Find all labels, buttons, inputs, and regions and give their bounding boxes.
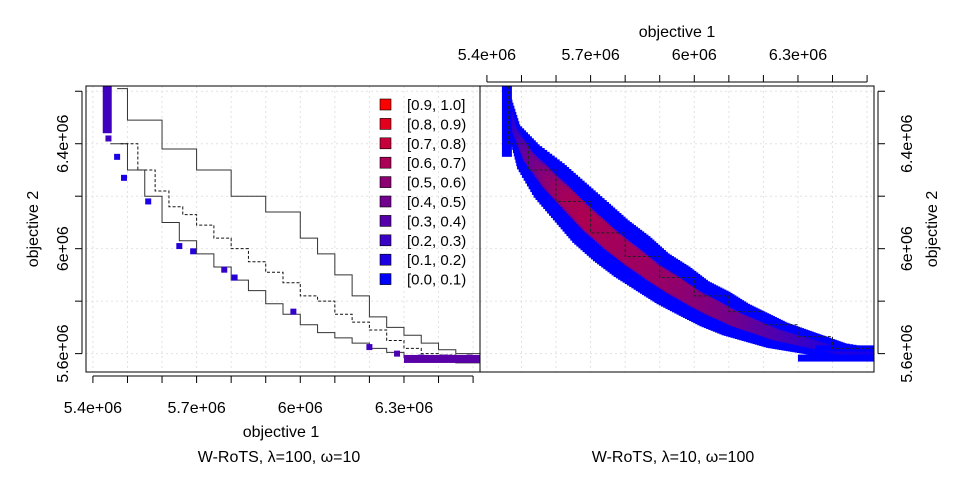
- attainment-point: [290, 308, 297, 315]
- x-tick-label: 6e+06: [278, 400, 323, 417]
- x-tick-label: 6.3e+06: [769, 47, 827, 64]
- density-cell-inner: [864, 351, 870, 357]
- legend: [0.9, 1.0] [0.8, 0.9) [0.7, 0.8) [0.6, 0.7)…: [379, 97, 466, 289]
- attainment-point: [105, 135, 112, 142]
- attainment-point: [176, 243, 183, 250]
- legend-swatch: [379, 176, 392, 188]
- panel-right: 5.4e+06 5.7e+06 6e+06 6.3e+06 objective 1 5.6…: [458, 24, 941, 466]
- panel-left: [0.9, 1.0] [0.8, 0.9) [0.7, 0.8) [0.6, 0.7)…: [25, 85, 481, 466]
- attainment-point: [114, 153, 121, 160]
- density-cell-inner: [850, 349, 857, 356]
- x-axis-title: objective 1: [243, 424, 320, 441]
- density-cell-inner: [510, 121, 516, 127]
- attainment-point: [221, 266, 228, 273]
- x-tick-label: 5.4e+06: [458, 47, 516, 64]
- attainment-bar-vertical: [501, 86, 512, 157]
- attainment-point: [121, 174, 128, 181]
- legend-label: [0.6, 0.7): [407, 155, 466, 172]
- median-front-line: [120, 143, 480, 357]
- legend-swatch: [379, 195, 392, 208]
- legend-label: [0.7, 0.8): [407, 136, 466, 153]
- legend-label: [0.8, 0.9): [407, 116, 466, 133]
- x-tick-label: 5.4e+06: [64, 400, 122, 417]
- legend-swatch: [379, 137, 392, 150]
- y-axis-title: objective 2: [924, 191, 941, 268]
- legend-label: [0.0, 0.1): [407, 272, 466, 289]
- y-tick-label: 6e+06: [899, 226, 916, 271]
- y-tick-label: 5.6e+06: [899, 324, 916, 382]
- legend-swatch: [379, 234, 392, 247]
- y-tick-label: 6.4e+06: [899, 114, 916, 172]
- y-tick-label: 6.4e+06: [55, 114, 72, 172]
- attainment-point: [231, 274, 238, 281]
- attainment-point: [145, 198, 152, 205]
- legend-label: [0.9, 1.0]: [407, 97, 465, 114]
- density-cell-inner: [857, 350, 863, 357]
- attainment-bar-horizontal: [797, 354, 874, 362]
- density-cell-inner: [867, 351, 874, 358]
- y-tick-label: 5.6e+06: [55, 324, 72, 382]
- legend-swatch: [379, 98, 392, 111]
- density-cell-inner: [843, 348, 850, 355]
- legend-swatch: [379, 156, 392, 169]
- attainment-bar-vertical: [102, 86, 112, 134]
- x-tick-label: 6.3e+06: [375, 400, 433, 417]
- attainment-point: [190, 248, 197, 255]
- attainment-point: [394, 350, 401, 357]
- x-tick-label: 5.7e+06: [167, 400, 225, 417]
- legend-swatch: [379, 253, 392, 266]
- legend-swatch: [379, 118, 392, 130]
- median-front-line: [507, 86, 874, 354]
- x-axis-title: objective 1: [639, 24, 716, 41]
- legend-label: [0.4, 0.5): [407, 194, 466, 211]
- attainment-bar-horizontal: [403, 354, 480, 363]
- density-cell-inner: [510, 118, 515, 123]
- plot-frame: [479, 85, 875, 373]
- x-tick-label: 5.7e+06: [561, 47, 619, 64]
- plot-area: [501, 86, 874, 362]
- y-axis-title: objective 2: [25, 191, 42, 268]
- legend-label: [0.5, 0.6): [407, 175, 466, 192]
- density-cell-inner: [846, 349, 853, 356]
- attainment-bar-horizontal-2: [815, 345, 874, 352]
- plot-area: [102, 86, 480, 364]
- x-tick-label: 6e+06: [672, 47, 717, 64]
- y-tick-label: 6e+06: [55, 226, 72, 271]
- density-cell-inner: [511, 124, 517, 130]
- density-cell-inner: [860, 351, 867, 357]
- worst-front-line: [117, 88, 480, 355]
- attainment-point: [366, 344, 373, 351]
- density-cell-inner: [839, 348, 846, 355]
- density-cell-inner: [853, 350, 860, 356]
- panel-subtitle: W-RoTS, λ=10, ω=100: [592, 449, 755, 466]
- legend-label: [0.2, 0.3): [407, 233, 466, 250]
- legend-swatch: [379, 273, 392, 285]
- legend-swatch: [379, 215, 392, 227]
- panel-subtitle: W-RoTS, λ=100, ω=10: [198, 449, 361, 466]
- legend-label: [0.1, 0.2): [407, 252, 466, 269]
- legend-label: [0.3, 0.4): [407, 213, 466, 230]
